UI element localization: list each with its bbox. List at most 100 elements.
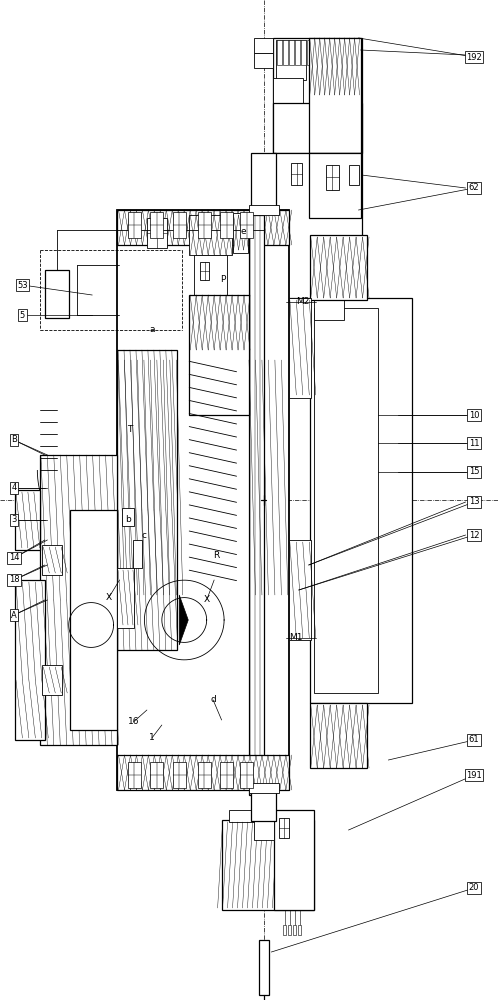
Text: 192: 192 (466, 52, 482, 62)
Bar (150, 212, 163, 238)
Bar (233, 213, 248, 253)
Bar (277, 40, 282, 65)
Bar (220, 762, 233, 788)
Bar (254, 38, 273, 53)
Bar (220, 212, 233, 238)
Bar (128, 762, 141, 788)
Bar (122, 508, 134, 526)
Bar (117, 755, 289, 790)
Text: T: T (127, 426, 132, 434)
Bar (249, 215, 264, 795)
Text: X: X (204, 595, 210, 604)
Bar (133, 540, 142, 568)
Bar (288, 925, 291, 935)
Bar (40, 455, 117, 745)
Text: 20: 20 (469, 884, 480, 892)
Bar (291, 163, 302, 185)
Bar (42, 665, 62, 695)
Bar (301, 40, 306, 65)
Text: 4: 4 (11, 484, 16, 492)
Bar (240, 762, 253, 788)
Bar (273, 38, 362, 153)
Text: R: R (214, 550, 220, 560)
Bar (276, 40, 306, 80)
Text: P: P (221, 275, 226, 284)
Bar (189, 215, 232, 255)
Bar (279, 818, 289, 838)
Bar (254, 53, 273, 68)
Text: 53: 53 (17, 280, 28, 290)
Text: 191: 191 (466, 770, 482, 780)
Text: 10: 10 (469, 410, 480, 420)
Bar (273, 153, 362, 298)
Bar (173, 212, 186, 238)
Bar (200, 262, 209, 280)
Text: 13: 13 (469, 497, 480, 506)
Bar (42, 545, 62, 575)
Text: 18: 18 (8, 576, 19, 584)
Bar (189, 295, 249, 415)
Bar (274, 810, 314, 910)
Bar (198, 212, 211, 238)
Bar (70, 510, 117, 730)
Text: 16: 16 (127, 718, 139, 726)
Text: 15: 15 (469, 468, 480, 477)
Bar (117, 210, 289, 790)
Bar (310, 703, 367, 768)
Text: e: e (240, 228, 246, 236)
Text: c: c (142, 530, 147, 540)
Bar (326, 165, 339, 190)
Bar (256, 790, 271, 820)
Text: 62: 62 (469, 184, 480, 192)
Bar (117, 210, 289, 245)
Bar (229, 810, 259, 822)
Bar (117, 568, 134, 628)
Text: B: B (11, 436, 17, 444)
Bar (289, 540, 311, 640)
Bar (198, 762, 211, 788)
Bar (325, 40, 330, 65)
Bar (314, 290, 344, 320)
Bar (273, 78, 303, 103)
Bar (273, 103, 362, 153)
Polygon shape (179, 595, 188, 645)
Bar (249, 783, 279, 793)
Bar (194, 255, 227, 295)
Bar (295, 40, 300, 65)
Bar (240, 212, 253, 238)
Bar (147, 218, 167, 248)
Text: M1: M1 (289, 634, 303, 643)
Bar (314, 308, 378, 693)
Text: 5: 5 (20, 310, 25, 320)
Bar (319, 40, 324, 65)
Bar (249, 205, 279, 215)
Bar (310, 298, 412, 703)
Bar (222, 820, 314, 910)
Bar (254, 820, 274, 840)
Bar (309, 153, 361, 218)
Bar (251, 789, 276, 821)
Bar (15, 490, 40, 550)
Bar (293, 925, 296, 935)
Bar (307, 40, 312, 65)
Text: M2: M2 (296, 298, 309, 306)
Bar (289, 40, 294, 65)
Text: 14: 14 (8, 554, 19, 562)
Bar (45, 270, 69, 318)
Bar (309, 38, 361, 153)
Bar (283, 40, 288, 65)
Bar (298, 925, 301, 935)
Bar (283, 925, 286, 935)
Text: b: b (125, 516, 131, 524)
Bar (15, 580, 45, 740)
Bar (251, 153, 276, 211)
Bar (313, 40, 318, 65)
Bar (289, 298, 311, 398)
Bar (259, 940, 269, 995)
Bar (128, 212, 141, 238)
Text: 1: 1 (149, 734, 155, 742)
Bar (173, 762, 186, 788)
Text: 12: 12 (469, 530, 480, 540)
Bar (349, 165, 359, 185)
Text: 3: 3 (11, 516, 16, 524)
